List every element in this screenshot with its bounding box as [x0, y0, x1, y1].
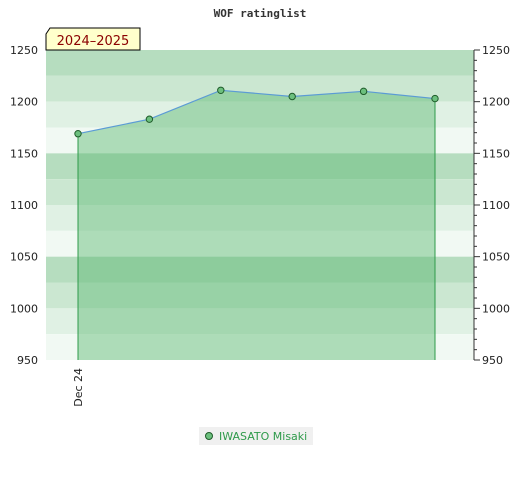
y-tick-label-right: 1250 — [482, 44, 510, 57]
area-fill — [78, 90, 435, 361]
data-point[interactable] — [217, 86, 225, 95]
y-tick-label-right: 1150 — [482, 147, 510, 160]
y-tick-label-left: 1100 — [10, 199, 38, 212]
background-band — [46, 282, 474, 309]
y-tick-label-left: 1050 — [10, 251, 38, 264]
series-line — [77, 89, 436, 135]
series-area — [77, 89, 436, 361]
y-tick-label-left: 1000 — [10, 302, 38, 315]
background-band — [46, 334, 474, 360]
legend-label: IWASATO Misaki — [219, 429, 308, 443]
background-band — [46, 50, 474, 76]
y-tick-label-right: 1050 — [482, 251, 510, 264]
y-tick-label-left: 1250 — [10, 44, 38, 57]
x-tick-label: Dec 24 — [72, 368, 85, 407]
background-band — [46, 179, 474, 205]
x-axis: Dec 24 — [72, 368, 85, 407]
background-band — [46, 153, 474, 180]
background-bands — [46, 50, 474, 360]
data-point[interactable] — [145, 115, 154, 123]
y-axis-left: 950 1000 1050 1100 1150 1200 1250 — [10, 44, 38, 367]
y-tick-label-right: 1200 — [482, 96, 510, 109]
legend[interactable]: IWASATO Misaki — [199, 427, 314, 445]
y-tick-label-right: 1100 — [482, 199, 510, 212]
data-point[interactable] — [74, 130, 82, 138]
y-tick-label-left: 950 — [17, 354, 38, 367]
data-point[interactable] — [359, 87, 368, 96]
background-band — [46, 75, 474, 102]
background-band — [46, 256, 474, 283]
background-band — [46, 127, 474, 154]
series-points — [74, 86, 439, 138]
data-point[interactable] — [431, 94, 439, 103]
season-label-box: 2024–2025 — [45, 27, 141, 51]
background-band — [46, 205, 474, 231]
season-label: 2024–2025 — [57, 34, 130, 49]
background-band — [46, 230, 474, 257]
season-label-background — [45, 27, 141, 51]
y-tick-label-left: 1200 — [10, 96, 38, 109]
background-band — [46, 308, 474, 335]
legend-marker-icon — [205, 432, 213, 440]
data-point[interactable] — [288, 92, 296, 101]
y-axis-right: 950 1000 1050 1100 1150 1200 1250 — [473, 44, 510, 367]
y-tick-label-left: 1150 — [10, 147, 38, 160]
chart-title: WOF ratinglist — [214, 7, 307, 20]
y-tick-label-right: 950 — [482, 354, 503, 367]
y-tick-label-right: 1000 — [482, 302, 510, 315]
background-band — [46, 101, 474, 128]
